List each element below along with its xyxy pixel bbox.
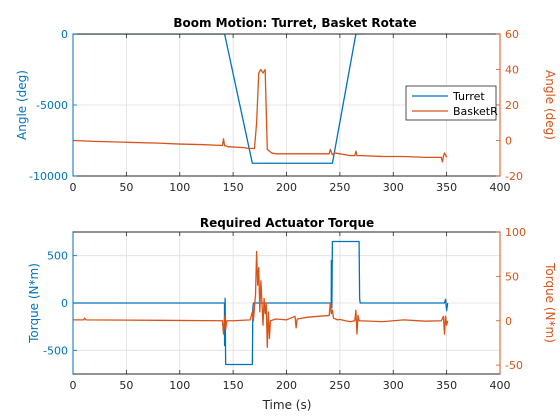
chart-bottom-x-axis-label: Time (s): [262, 398, 312, 412]
chart-top-x-tick-label: 200: [276, 181, 297, 194]
chart-top-right-tick-label: -20: [505, 170, 523, 183]
chart-bottom-right-tick-label: 100: [505, 226, 526, 239]
legend-label-basketr: BasketR: [453, 105, 498, 118]
chart-top-right-tick-label: 40: [505, 64, 519, 77]
chart-top-right-axis-label: Angle (deg): [543, 70, 557, 140]
chart-bottom-title: Required Actuator Torque: [200, 216, 374, 230]
chart-top-left-tick-label: -10000: [29, 170, 68, 183]
chart-top-legend: Turret BasketR: [406, 86, 498, 120]
chart-top-right-tick-label: 20: [505, 99, 519, 112]
chart-top-left-axis-label: Angle (deg): [15, 70, 29, 140]
chart-top-left-tick-label: -5000: [36, 99, 68, 112]
chart-bottom-x-tick-label: 50: [119, 379, 133, 392]
chart-bottom-x-tick-label: 150: [223, 379, 244, 392]
chart-top-title: Boom Motion: Turret, Basket Rotate: [173, 16, 416, 30]
chart-bottom-right-axis-label: Torque (N*m): [543, 262, 557, 343]
chart-bottom-x-tick-label: 300: [383, 379, 404, 392]
chart-bottom-left-axis-label: Torque (N*m): [27, 263, 41, 344]
legend-label-turret: Turret: [452, 90, 485, 103]
chart-top-right-tick-label: 0: [505, 135, 512, 148]
chart-bottom-x-tick-label: 250: [329, 379, 350, 392]
chart-top-x-tick-label: 100: [169, 181, 190, 194]
chart-bottom-x-tick-label: 200: [276, 379, 297, 392]
chart-bottom-right-tick-label: 50: [505, 270, 519, 283]
chart-top-x-tick-label: 300: [383, 181, 404, 194]
chart-bottom-x-tick-label: 400: [490, 379, 511, 392]
chart-top-x-tick-label: 350: [436, 181, 457, 194]
chart-top-x-tick-label: 50: [119, 181, 133, 194]
chart-bottom-x-tick-label: 350: [436, 379, 457, 392]
chart-bottom-right-tick-label: -50: [505, 359, 523, 372]
chart-bottom-left-tick-label: 500: [47, 250, 68, 263]
chart-bottom-right-tick-label: 0: [505, 315, 512, 328]
chart-top-right-tick-label: 60: [505, 28, 519, 41]
chart-bottom-x-tick-label: 100: [169, 379, 190, 392]
chart-top-x-tick-label: 250: [329, 181, 350, 194]
chart-bottom-left-tick-label: 0: [61, 297, 68, 310]
chart-bottom-x-tick-label: 0: [70, 379, 77, 392]
chart-top-x-tick-label: 150: [223, 181, 244, 194]
chart-top-left-tick-label: 0: [61, 28, 68, 41]
chart-top-x-tick-label: 0: [70, 181, 77, 194]
chart-bottom-left-tick-label: -500: [43, 344, 68, 357]
